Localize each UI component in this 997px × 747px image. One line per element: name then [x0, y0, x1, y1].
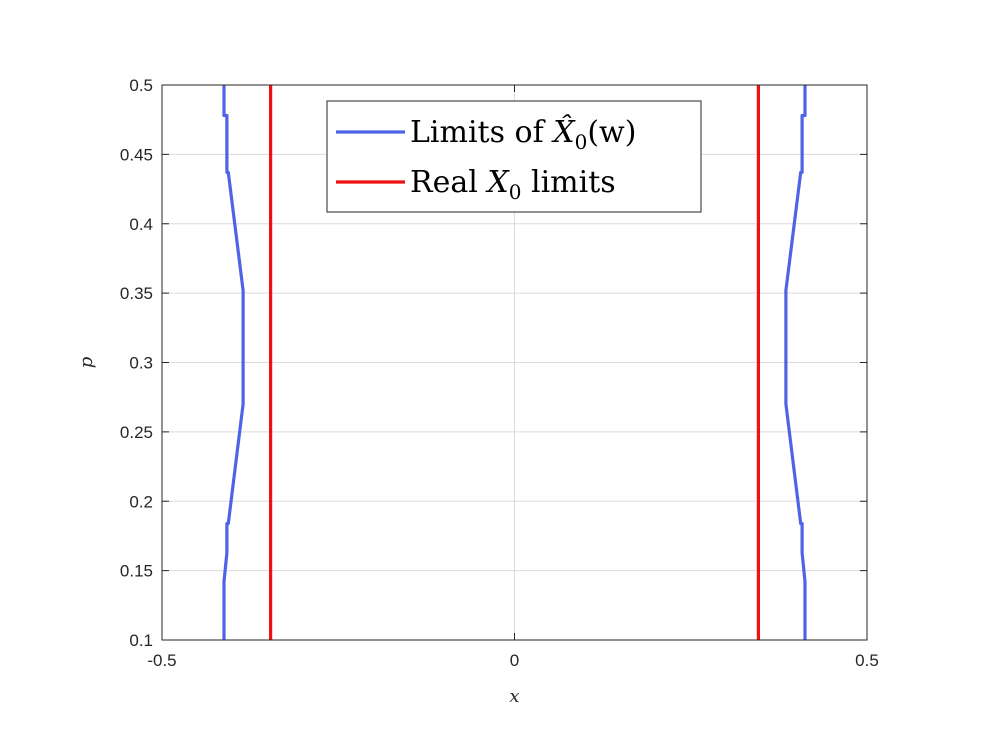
- legend: Limits of X̂0(w) Real X0 limits: [326, 100, 702, 213]
- y-tick-label: 0.35: [120, 284, 153, 303]
- x-tick-label: 0.5: [855, 651, 879, 670]
- x-tick-label: 0: [510, 651, 519, 670]
- y-tick-label: 0.4: [129, 215, 153, 234]
- series-0-line-1: [784, 85, 807, 640]
- y-axis-label: p: [76, 356, 97, 368]
- series-layer: [222, 85, 807, 640]
- legend-box: [326, 100, 702, 213]
- y-tick-label: 0.1: [129, 631, 153, 650]
- y-tick-label: 0.5: [129, 76, 153, 95]
- x-axis-label: x: [509, 686, 519, 707]
- x-tick-label: -0.5: [147, 651, 176, 670]
- y-tick-label: 0.3: [129, 354, 153, 373]
- ticks: -0.5 0 0.5 0.1 0.15 0.2 0.25 0.3 0.35 0.4 0.45 0.5: [120, 76, 879, 670]
- y-tick-label: 0.45: [120, 145, 153, 164]
- y-tick-label: 0.15: [120, 562, 153, 581]
- y-tick-label: 0.2: [129, 492, 153, 511]
- y-tick-label: 0.25: [120, 423, 153, 442]
- legend-entry: Limits of X̂0(w): [410, 115, 636, 154]
- legend-entry: Real X0 limits: [410, 165, 616, 204]
- series-0-line-0: [222, 85, 245, 640]
